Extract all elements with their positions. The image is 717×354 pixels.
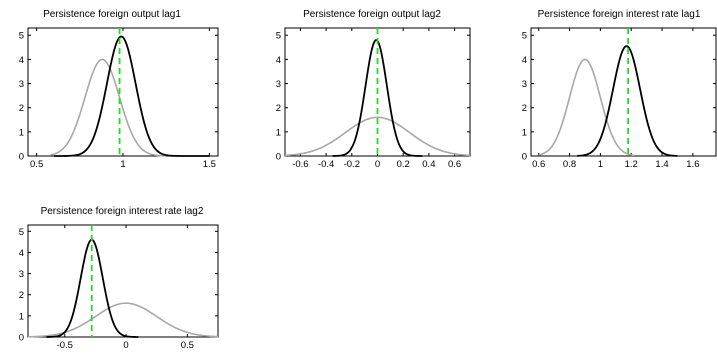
- y-tick-label: 2: [19, 103, 24, 114]
- x-tick-label: 0.5: [181, 340, 194, 351]
- x-tick-label: 0: [375, 159, 380, 170]
- x-tick-label: 0.4: [422, 159, 435, 170]
- y-tick-label: 4: [276, 55, 281, 66]
- x-tick-label: 1: [120, 159, 125, 170]
- x-tick-label: 0.5: [30, 159, 43, 170]
- y-tick-label: 1: [19, 311, 24, 322]
- y-tick-label: 5: [276, 31, 281, 42]
- x-tick-label: 0.2: [397, 159, 410, 170]
- x-tick-label: -0.5: [57, 340, 73, 351]
- panel-title: Persistence foreign interest rate lag1: [538, 9, 701, 20]
- y-tick-label: 5: [19, 31, 24, 42]
- x-tick-label: -0.6: [292, 159, 308, 170]
- x-tick-label: 0.6: [532, 159, 545, 170]
- x-tick-label: 0.8: [563, 159, 576, 170]
- y-tick-label: 3: [522, 79, 527, 90]
- y-tick-label: 3: [19, 79, 24, 90]
- x-tick-label: 0: [123, 340, 128, 351]
- prior-density-line: [27, 302, 219, 338]
- axes-frame: [530, 27, 717, 157]
- y-tick-label: 5: [522, 31, 527, 42]
- panel-title: Persistence foreign output lag1: [43, 9, 181, 20]
- x-tick-label: 0.6: [448, 159, 461, 170]
- y-tick-label: 3: [276, 79, 281, 90]
- y-tick-label: 0: [19, 152, 24, 163]
- panel-title: Persistence foreign interest rate lag2: [41, 206, 204, 217]
- x-tick-label: 1.6: [686, 159, 699, 170]
- y-tick-label: 1: [522, 127, 527, 138]
- x-tick-label: 1.4: [655, 159, 668, 170]
- y-tick-label: 2: [522, 103, 527, 114]
- y-tick-label: 2: [19, 290, 24, 301]
- prior-density-line: [284, 116, 471, 157]
- y-tick-label: 2: [276, 103, 281, 114]
- y-tick-label: 3: [19, 269, 24, 280]
- y-tick-label: 0: [276, 152, 281, 163]
- panel-foreign-output-lag2: Persistence foreign output lag2 0 1 2 3 4 5 -0…: [276, 9, 471, 170]
- y-tick-label: 1: [19, 127, 24, 138]
- panel-foreign-interest-rate-lag1: Persistence foreign interest rate lag1 0…: [522, 9, 717, 170]
- panel-title: Persistence foreign output lag2: [303, 9, 441, 20]
- x-tick-label: 1: [598, 159, 603, 170]
- y-tick-label: 0: [522, 152, 527, 163]
- x-tick-label: -0.4: [318, 159, 334, 170]
- posterior-density-line: [576, 45, 678, 157]
- axes-frame: [27, 224, 219, 338]
- y-tick-label: 4: [19, 55, 24, 66]
- y-tick-label: 1: [276, 127, 281, 138]
- panel-foreign-interest-rate-lag2: Persistence foreign interest rate lag2 0…: [19, 206, 219, 351]
- axes-frame: [27, 27, 219, 157]
- x-tick-label: 1.5: [203, 159, 216, 170]
- posterior-density-line: [53, 35, 210, 157]
- prior-density-line: [50, 58, 167, 157]
- y-tick-label: 5: [19, 227, 24, 238]
- y-tick-label: 0: [19, 333, 24, 344]
- y-tick-label: 4: [522, 55, 527, 66]
- panel-foreign-output-lag1: Persistence foreign output lag1 0 1 2 3 4 5 0.…: [19, 9, 219, 170]
- prior-density-line: [538, 58, 635, 157]
- x-tick-label: 1.2: [625, 159, 638, 170]
- y-tick-label: 4: [19, 248, 24, 259]
- x-tick-label: -0.2: [344, 159, 360, 170]
